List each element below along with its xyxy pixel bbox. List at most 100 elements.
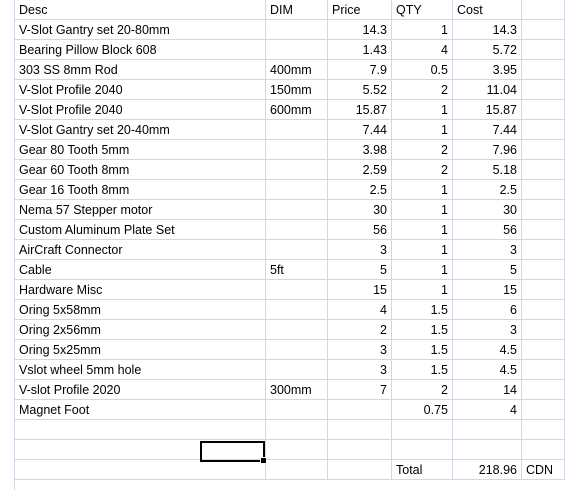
empty-cell[interactable] bbox=[522, 260, 565, 280]
cell-price[interactable]: 3 bbox=[328, 240, 392, 260]
cell-desc[interactable]: Gear 80 Tooth 5mm bbox=[15, 140, 266, 160]
empty-cell[interactable] bbox=[522, 240, 565, 260]
cell-cost[interactable]: 14.3 bbox=[453, 20, 522, 40]
cell-cost[interactable]: 4.5 bbox=[453, 360, 522, 380]
cell-dim[interactable] bbox=[266, 200, 328, 220]
empty-cell[interactable] bbox=[522, 180, 565, 200]
cell-dim[interactable]: 400mm bbox=[266, 60, 328, 80]
cell-cost[interactable]: 3 bbox=[453, 320, 522, 340]
cell-qty[interactable]: 1.5 bbox=[392, 360, 453, 380]
cell-dim[interactable] bbox=[266, 240, 328, 260]
cell-cost[interactable]: 5.18 bbox=[453, 160, 522, 180]
cell-qty[interactable]: 1 bbox=[392, 240, 453, 260]
cell-price[interactable]: 2.59 bbox=[328, 160, 392, 180]
empty-cell[interactable] bbox=[522, 200, 565, 220]
empty-cell[interactable] bbox=[522, 420, 565, 440]
header-desc[interactable]: Desc bbox=[15, 0, 266, 20]
fill-handle[interactable] bbox=[260, 457, 267, 464]
empty-cell[interactable] bbox=[328, 440, 392, 460]
empty-cell[interactable] bbox=[266, 420, 328, 440]
cell-qty[interactable]: 1 bbox=[392, 200, 453, 220]
cell-price[interactable]: 4 bbox=[328, 300, 392, 320]
cell-desc[interactable]: Custom Aluminum Plate Set bbox=[15, 220, 266, 240]
cell-desc[interactable]: V-slot Profile 2020 bbox=[15, 380, 266, 400]
cell-cost[interactable]: 4 bbox=[453, 400, 522, 420]
empty-cell[interactable] bbox=[328, 420, 392, 440]
cell-cost[interactable]: 56 bbox=[453, 220, 522, 240]
cell-price[interactable]: 30 bbox=[328, 200, 392, 220]
empty-cell[interactable] bbox=[522, 0, 565, 20]
cell-price[interactable]: 3.98 bbox=[328, 140, 392, 160]
cell-desc[interactable]: V-Slot Gantry set 20-40mm bbox=[15, 120, 266, 140]
empty-cell[interactable] bbox=[522, 80, 565, 100]
cell-cost[interactable]: 14 bbox=[453, 380, 522, 400]
cell-cost[interactable]: 5.72 bbox=[453, 40, 522, 60]
cell-price[interactable]: 1.43 bbox=[328, 40, 392, 60]
cell-desc[interactable]: Hardware Misc bbox=[15, 280, 266, 300]
cell-desc[interactable]: Nema 57 Stepper motor bbox=[15, 200, 266, 220]
cell-dim[interactable]: 5ft bbox=[266, 260, 328, 280]
cell-cost[interactable]: 5 bbox=[453, 260, 522, 280]
cell-qty[interactable]: 1 bbox=[392, 20, 453, 40]
cell-desc[interactable]: Gear 16 Tooth 8mm bbox=[15, 180, 266, 200]
cell-cost[interactable]: 15 bbox=[453, 280, 522, 300]
cell-cost[interactable]: 3.95 bbox=[453, 60, 522, 80]
empty-cell[interactable] bbox=[15, 460, 266, 480]
cell-qty[interactable]: 2 bbox=[392, 380, 453, 400]
cell-qty[interactable]: 4 bbox=[392, 40, 453, 60]
empty-cell[interactable] bbox=[522, 320, 565, 340]
cell-price[interactable]: 7.9 bbox=[328, 60, 392, 80]
empty-cell[interactable] bbox=[522, 360, 565, 380]
cell-desc[interactable]: V-Slot Gantry set 20-80mm bbox=[15, 20, 266, 40]
cell-cost[interactable]: 7.44 bbox=[453, 120, 522, 140]
empty-cell[interactable] bbox=[522, 440, 565, 460]
cell-price[interactable] bbox=[328, 400, 392, 420]
cell-qty[interactable]: 1 bbox=[392, 100, 453, 120]
cell-dim[interactable] bbox=[266, 300, 328, 320]
cell-price[interactable]: 7.44 bbox=[328, 120, 392, 140]
empty-cell[interactable] bbox=[522, 340, 565, 360]
empty-cell[interactable] bbox=[392, 420, 453, 440]
empty-cell[interactable] bbox=[522, 280, 565, 300]
cell-price[interactable]: 7 bbox=[328, 380, 392, 400]
cell-desc[interactable]: Bearing Pillow Block 608 bbox=[15, 40, 266, 60]
cell-qty[interactable]: 1 bbox=[392, 120, 453, 140]
empty-cell[interactable] bbox=[522, 40, 565, 60]
cell-dim[interactable]: 150mm bbox=[266, 80, 328, 100]
empty-cell[interactable] bbox=[453, 440, 522, 460]
cell-desc[interactable]: 303 SS 8mm Rod bbox=[15, 60, 266, 80]
cell-price[interactable]: 2 bbox=[328, 320, 392, 340]
cell-desc[interactable]: Oring 5x25mm bbox=[15, 340, 266, 360]
cell-qty[interactable]: 2 bbox=[392, 80, 453, 100]
cell-dim[interactable] bbox=[266, 20, 328, 40]
cell-price[interactable]: 2.5 bbox=[328, 180, 392, 200]
empty-cell[interactable] bbox=[328, 460, 392, 480]
empty-cell[interactable] bbox=[522, 160, 565, 180]
cell-cost[interactable]: 7.96 bbox=[453, 140, 522, 160]
cell-price[interactable]: 5.52 bbox=[328, 80, 392, 100]
cell-desc[interactable]: Cable bbox=[15, 260, 266, 280]
cell-dim[interactable] bbox=[266, 360, 328, 380]
empty-cell[interactable] bbox=[392, 440, 453, 460]
cell-desc[interactable]: AirCraft Connector bbox=[15, 240, 266, 260]
cell-desc[interactable]: V-Slot Profile 2040 bbox=[15, 100, 266, 120]
cell-dim[interactable] bbox=[266, 120, 328, 140]
cell-price[interactable]: 14.3 bbox=[328, 20, 392, 40]
header-dim[interactable]: DIM bbox=[266, 0, 328, 20]
cell-cost[interactable]: 2.5 bbox=[453, 180, 522, 200]
cell-cost[interactable]: 30 bbox=[453, 200, 522, 220]
empty-cell[interactable] bbox=[15, 440, 266, 460]
cell-cost[interactable]: 11.04 bbox=[453, 80, 522, 100]
cell-desc[interactable]: V-Slot Profile 2040 bbox=[15, 80, 266, 100]
cell-dim[interactable]: 600mm bbox=[266, 100, 328, 120]
cell-desc[interactable]: Oring 5x58mm bbox=[15, 300, 266, 320]
empty-cell[interactable] bbox=[522, 120, 565, 140]
cell-qty[interactable]: 2 bbox=[392, 160, 453, 180]
cell-dim[interactable] bbox=[266, 400, 328, 420]
cell-dim[interactable] bbox=[266, 280, 328, 300]
cell-qty[interactable]: 0.5 bbox=[392, 60, 453, 80]
cell-qty[interactable]: 1 bbox=[392, 280, 453, 300]
cell-qty[interactable]: 1 bbox=[392, 260, 453, 280]
empty-cell[interactable] bbox=[522, 380, 565, 400]
